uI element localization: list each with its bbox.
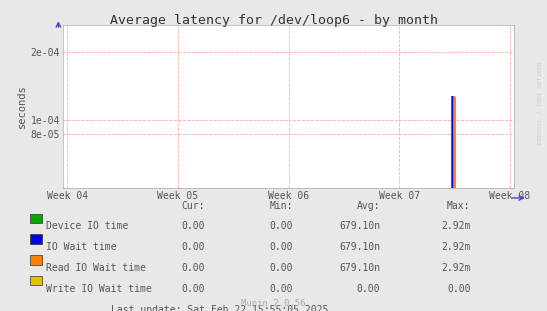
Text: 2.92m: 2.92m	[441, 263, 470, 273]
Y-axis label: seconds: seconds	[16, 85, 27, 128]
Text: RRDTOOL / TOBI OETIKER: RRDTOOL / TOBI OETIKER	[538, 61, 543, 144]
Text: 0.00: 0.00	[357, 284, 380, 294]
Text: 0.00: 0.00	[269, 242, 293, 252]
Text: Last update: Sat Feb 22 15:55:05 2025: Last update: Sat Feb 22 15:55:05 2025	[111, 305, 328, 311]
Text: Min:: Min:	[269, 201, 293, 211]
Text: 0.00: 0.00	[269, 263, 293, 273]
Text: Average latency for /dev/loop6 - by month: Average latency for /dev/loop6 - by mont…	[109, 14, 438, 27]
Text: Avg:: Avg:	[357, 201, 380, 211]
Text: Max:: Max:	[447, 201, 470, 211]
Text: Munin 2.0.56: Munin 2.0.56	[241, 299, 306, 308]
Text: Cur:: Cur:	[182, 201, 205, 211]
Text: 2.92m: 2.92m	[441, 242, 470, 252]
Text: 0.00: 0.00	[182, 242, 205, 252]
Text: 679.10n: 679.10n	[339, 242, 380, 252]
Text: Write IO Wait time: Write IO Wait time	[46, 284, 152, 294]
Text: 679.10n: 679.10n	[339, 221, 380, 231]
Text: 2.92m: 2.92m	[441, 221, 470, 231]
Text: 0.00: 0.00	[269, 284, 293, 294]
Text: 0.00: 0.00	[447, 284, 470, 294]
Text: 0.00: 0.00	[269, 221, 293, 231]
Text: 0.00: 0.00	[182, 221, 205, 231]
Text: Read IO Wait time: Read IO Wait time	[46, 263, 147, 273]
Text: 0.00: 0.00	[182, 263, 205, 273]
Text: 679.10n: 679.10n	[339, 263, 380, 273]
Text: Device IO time: Device IO time	[46, 221, 129, 231]
Text: 0.00: 0.00	[182, 284, 205, 294]
Text: IO Wait time: IO Wait time	[46, 242, 117, 252]
